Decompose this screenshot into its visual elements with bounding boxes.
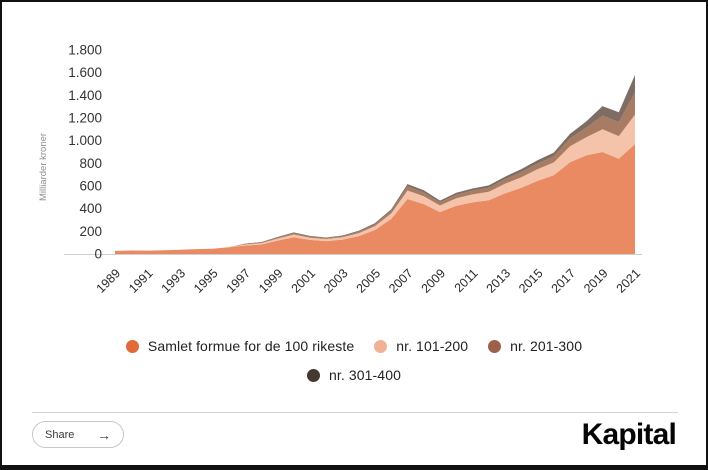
- footer-divider: [32, 412, 678, 413]
- x-tick-label: 1991: [126, 266, 156, 296]
- legend-dot-201-300-icon: [488, 339, 502, 353]
- x-tick: 1993: [159, 266, 189, 296]
- area-series-0: [115, 144, 635, 254]
- x-tick: 2017: [549, 266, 579, 296]
- x-tick-label: 2005: [354, 266, 384, 296]
- legend-dot-301-400-icon: [307, 368, 321, 382]
- y-tick-label: 1.600: [68, 65, 102, 80]
- legend-item-101-200: nr. 101-200: [374, 338, 468, 354]
- y-tick-label: 200: [79, 224, 102, 239]
- legend-dot-top100-icon: [125, 339, 139, 353]
- x-tick-label: 2021: [614, 266, 644, 296]
- legend-item-301-400: nr. 301-400: [307, 367, 401, 383]
- x-tick-label: 1993: [159, 266, 189, 296]
- x-tick-label: 1999: [256, 266, 286, 296]
- x-tick: 2021: [614, 266, 644, 296]
- legend-item-top100: Samlet formue for de 100 rikeste: [125, 338, 355, 354]
- x-tick: 2015: [516, 266, 546, 296]
- x-tick-label: 2013: [484, 266, 514, 296]
- share-button-label: Share: [45, 428, 75, 441]
- legend-label-top100: Samlet formue for de 100 rikeste: [147, 338, 355, 354]
- x-tick: 2013: [484, 266, 514, 296]
- x-tick-label: 2015: [516, 266, 546, 296]
- x-tick-label: 1995: [191, 266, 221, 296]
- area-series-2: [115, 92, 635, 251]
- y-tick-label: 0: [94, 247, 102, 262]
- x-tick-label: 2003: [321, 266, 351, 296]
- x-tick-label: 2011: [452, 266, 481, 295]
- y-tick-label: 800: [79, 156, 102, 171]
- y-tick-label: 400: [79, 201, 102, 216]
- y-tick-label: 1.000: [68, 133, 102, 148]
- legend-row-1: Samlet formue for de 100 rikeste nr. 101…: [2, 338, 706, 354]
- x-tick: 1997: [224, 266, 254, 296]
- x-tick-label: 2009: [419, 266, 449, 296]
- x-tick-label: 1997: [224, 266, 254, 296]
- x-tick-label: 1989: [94, 266, 124, 296]
- legend-item-201-300: nr. 201-300: [488, 338, 582, 354]
- x-tick: 1995: [191, 266, 221, 296]
- y-axis-title: Milliarder kroner: [38, 133, 49, 201]
- y-axis-ticks: 0 200 400 600 800 1.000 1.200 1.400 1.600 1.800: [68, 43, 102, 262]
- x-tick: 2003: [321, 266, 351, 296]
- legend-label-301-400: nr. 301-400: [329, 367, 401, 383]
- share-button[interactable]: Share →: [32, 421, 124, 448]
- x-tick: 2011: [452, 266, 481, 295]
- legend-row-2: nr. 301-400: [2, 367, 706, 383]
- x-tick: 2001: [289, 266, 319, 296]
- area-series-group: [115, 74, 635, 254]
- legend-label-201-300: nr. 201-300: [510, 338, 583, 354]
- y-tick-label: 1.800: [68, 43, 102, 58]
- arrow-right-icon: →: [97, 426, 111, 443]
- legend-dot-101-200-icon: [374, 339, 388, 353]
- x-tick-label: 2001: [289, 266, 319, 296]
- x-axis-ticks: 1989 1991 1993 1995 1997 1999 2001 2003 2005 2007…: [94, 266, 644, 296]
- legend-label-101-200: nr. 101-200: [396, 338, 469, 354]
- x-tick-label: 2019: [581, 266, 611, 296]
- area-series-1: [115, 114, 635, 251]
- kapital-logo: Kapital: [581, 418, 677, 451]
- x-tick: 1999: [256, 266, 286, 296]
- x-tick: 2019: [581, 266, 611, 296]
- wealth-stacked-area-chart: 0 200 400 600 800 1.000 1.200 1.400 1.600 1.800 Mi…: [38, 43, 644, 296]
- x-tick: 2009: [419, 266, 449, 296]
- x-tick-label: 2017: [549, 266, 579, 296]
- y-tick-label: 600: [79, 179, 102, 194]
- x-tick: 2005: [354, 266, 384, 296]
- chart-legend: Samlet formue for de 100 rikeste nr. 101…: [2, 338, 706, 383]
- x-tick: 2007: [386, 266, 416, 296]
- x-tick: 1989: [94, 266, 124, 296]
- x-tick-label: 2007: [386, 266, 416, 296]
- y-tick-label: 1.200: [68, 111, 102, 126]
- x-tick: 1991: [126, 266, 156, 296]
- y-tick-label: 1.400: [68, 88, 102, 103]
